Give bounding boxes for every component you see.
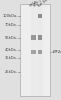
Bar xyxy=(31,35,36,40)
Bar xyxy=(31,50,36,54)
Bar xyxy=(38,35,42,40)
Text: 55kDa-: 55kDa- xyxy=(5,36,18,40)
Bar xyxy=(38,14,42,18)
Bar xyxy=(37,4,43,96)
Bar xyxy=(31,4,36,96)
Text: 40kDa-: 40kDa- xyxy=(5,48,18,52)
Text: MCF-7: MCF-7 xyxy=(33,0,44,8)
Text: 25kDa-: 25kDa- xyxy=(5,70,18,74)
Text: HeLa: HeLa xyxy=(29,0,38,8)
Text: 70kDa-: 70kDa- xyxy=(5,23,18,27)
Text: EIF2B2: EIF2B2 xyxy=(53,50,61,54)
Text: 100kDa-: 100kDa- xyxy=(2,14,18,18)
Text: Rat kidney: Rat kidney xyxy=(37,0,54,8)
Bar xyxy=(20,4,50,96)
Text: 35kDa-: 35kDa- xyxy=(5,56,18,60)
Bar xyxy=(38,50,42,54)
